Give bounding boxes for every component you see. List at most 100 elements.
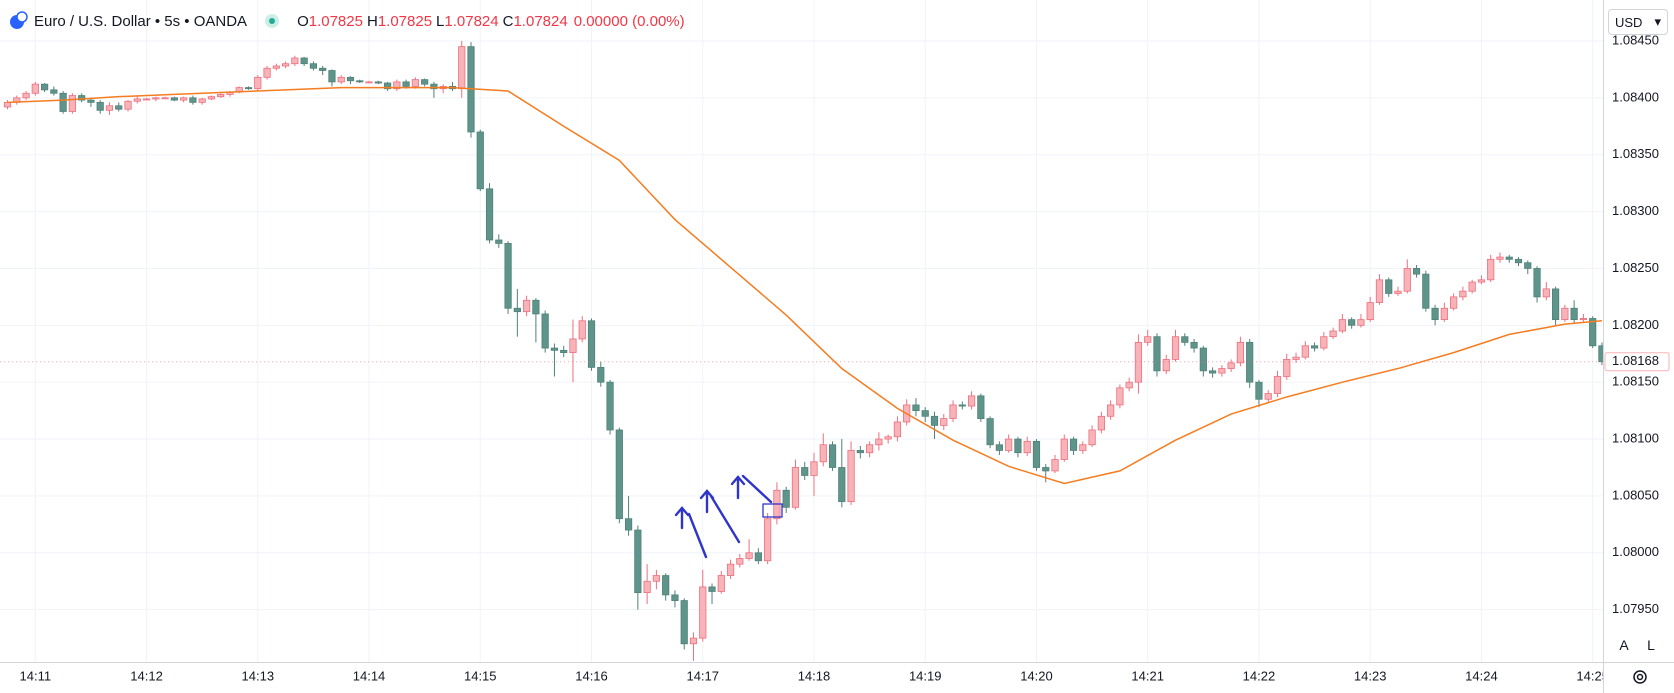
candle-body [847, 450, 855, 503]
candle-body [68, 95, 76, 112]
candle-body [791, 467, 800, 508]
candle-body [513, 307, 521, 313]
candle-body [1431, 307, 1439, 321]
candle-body [1162, 359, 1170, 372]
candle-body [170, 97, 178, 101]
candle-body [1561, 307, 1569, 321]
candle-body [1060, 438, 1068, 460]
trend-line [709, 494, 741, 544]
candle-body [921, 410, 929, 417]
candle-body [272, 65, 280, 69]
candle-body [624, 518, 633, 531]
candle-body [884, 436, 892, 440]
candle-body [1505, 256, 1513, 260]
trend-line [741, 474, 773, 504]
candle-body [764, 518, 772, 562]
candle-body [578, 320, 586, 340]
candle-body [782, 489, 790, 508]
x-tick-label: 14:15 [464, 668, 497, 683]
log-scale-button[interactable]: L [1647, 637, 1655, 653]
candle-body [856, 450, 864, 454]
candle-body [1524, 262, 1532, 269]
candle-body [421, 79, 429, 85]
candle-body [1375, 279, 1384, 303]
y-tick-label: 1.08050 [1612, 487, 1659, 502]
candle-body [1329, 330, 1337, 338]
ohlc-key: H [366, 12, 378, 30]
candle-body [161, 97, 169, 100]
candle-body [717, 575, 725, 592]
candle-body [995, 444, 1003, 451]
candle-body [587, 320, 596, 368]
y-tick-label: 1.08250 [1612, 260, 1659, 275]
currency: USD [1615, 14, 1643, 30]
candle-body [810, 461, 818, 476]
candle-body [986, 418, 994, 446]
x-tick-label: 14:13 [242, 668, 275, 683]
candle-body [87, 99, 95, 103]
x-tick-label: 14:12 [130, 668, 163, 683]
candle-body [96, 101, 104, 111]
candle-body [1348, 319, 1356, 326]
candle-body [1051, 459, 1059, 472]
currency-select[interactable]: USD ▾ [1608, 9, 1668, 35]
candle-body [124, 100, 132, 110]
candle-body [893, 421, 902, 438]
candle-body [1514, 258, 1523, 264]
candle-body [430, 83, 438, 90]
candle-body [1116, 387, 1124, 406]
candle-body [281, 63, 290, 67]
user-drawings [674, 474, 783, 559]
candle-body [1088, 429, 1096, 446]
candle-body [652, 575, 661, 582]
candle-body [189, 97, 197, 103]
candle-body [1107, 404, 1115, 417]
candle-body [662, 575, 670, 596]
candle-body [383, 82, 392, 90]
candle-body [198, 98, 206, 103]
candle-body [1255, 381, 1263, 400]
candle-body [689, 637, 698, 645]
last-price-box [1604, 352, 1670, 372]
candle-body [40, 83, 49, 91]
candle-body [1366, 302, 1374, 321]
candle-body [402, 81, 410, 87]
candle-body [680, 600, 688, 645]
y-tick-label: 1.07950 [1612, 601, 1659, 616]
candle-body [541, 313, 549, 349]
market-status[interactable] [265, 14, 280, 28]
candle-body [866, 444, 874, 454]
symbol-title[interactable]: Euro / U.S. Dollar • 5s • OANDA [34, 12, 248, 30]
arrow [699, 489, 715, 514]
candle-body [1589, 318, 1597, 347]
candle-body [1422, 273, 1430, 309]
candle-body [356, 80, 364, 83]
ohlc-value: 1.07824 [444, 12, 499, 30]
candle-body [59, 92, 67, 112]
grid [0, 0, 1603, 662]
symbol-icon [10, 11, 28, 29]
candle-body [142, 98, 151, 101]
y-tick-label: 1.08450 [1612, 32, 1659, 47]
x-tick-label: 14:24 [1465, 668, 1498, 683]
y-tick-label: 1.08200 [1612, 317, 1659, 332]
candle-body [1579, 318, 1587, 321]
candle-body [1338, 319, 1346, 332]
candle-body [22, 92, 30, 99]
settings-icon[interactable] [1633, 670, 1647, 684]
plot-area: 14:11 14:12 14:13 14:14 14:15 14:16 14:17 14:18… [0, 40, 1603, 683]
candle-body [1264, 393, 1272, 400]
candle-body [1144, 336, 1152, 343]
candle-body [115, 105, 123, 110]
candle-body [1273, 376, 1282, 394]
candle-body [1246, 341, 1254, 383]
candle-body [1181, 336, 1189, 343]
candle-body [1412, 268, 1421, 275]
auto-scale-button[interactable]: A [1619, 637, 1629, 653]
candle-body [560, 349, 568, 354]
candle-body [1023, 440, 1031, 454]
candle-body [569, 338, 577, 354]
ohlc-value: 1.07825 [377, 12, 433, 30]
